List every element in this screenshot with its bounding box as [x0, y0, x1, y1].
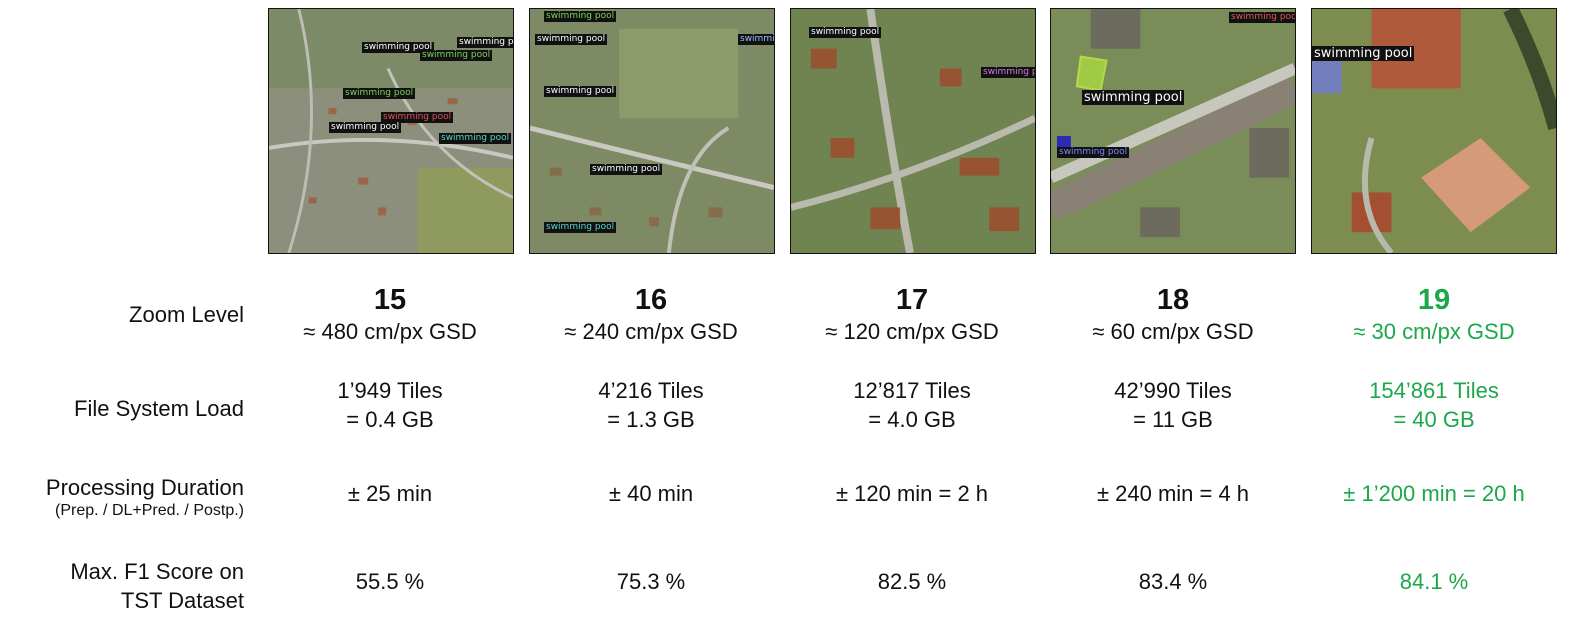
detection-label: swimming pool [981, 67, 1035, 78]
f1-score-value: 75.3 % [616, 569, 686, 594]
column-zoom-16: 16 ≈ 240 cm/px GSD 4’216 Tiles = 1.3 GB … [521, 283, 781, 596]
detection-label: swimming pool [1312, 46, 1415, 61]
detection-label: swimming pool [381, 112, 454, 123]
aerial-tile-zoom-19: swimming pool [1311, 8, 1557, 254]
detection-label: swimming pool [1057, 147, 1130, 158]
f1-score-label-line2: TST Dataset [120, 588, 244, 613]
processing-duration-value: ± 40 min [608, 481, 694, 506]
gsd-value: ≈ 240 cm/px GSD [564, 319, 738, 344]
detection-label: swimming pool [439, 133, 512, 144]
tiles-count: 12’817 Tiles [853, 378, 971, 403]
f1-score-value: 83.4 % [1138, 569, 1208, 594]
aerial-image-zoom-17 [791, 9, 1035, 253]
row-label-zoom-level: Zoom Level [129, 302, 244, 327]
processing-duration-value: ± 1’200 min = 20 h [1343, 481, 1525, 506]
tiles-count: 42’990 Tiles [1114, 378, 1232, 403]
detection-label: swimming pool [535, 34, 608, 45]
f1-score-value: 55.5 % [355, 569, 425, 594]
storage-size: = 0.4 GB [346, 407, 434, 432]
storage-size: = 11 GB [1133, 407, 1213, 432]
zoom-level-value: 16 [634, 284, 668, 316]
storage-size: = 40 GB [1393, 407, 1475, 432]
row-label-f1-score: Max. F1 Score on TST Dataset [70, 557, 244, 615]
zoom-level-value: 18 [1156, 284, 1190, 316]
gsd-value: ≈ 480 cm/px GSD [303, 319, 477, 344]
column-zoom-15: 15 ≈ 480 cm/px GSD 1’949 Tiles = 0.4 GB … [260, 283, 520, 596]
column-zoom-18: 18 ≈ 60 cm/px GSD 42’990 Tiles = 11 GB ±… [1043, 283, 1303, 596]
detection-label: swimming pool [420, 50, 493, 61]
f1-score-label-line1: Max. F1 Score on [70, 559, 244, 584]
detection-label: swimming pool [544, 222, 617, 233]
detection-label: swimming pool [457, 37, 513, 48]
zoom-level-value: 17 [895, 284, 929, 316]
zoom-level-value: 15 [373, 284, 407, 316]
tiles-count: 1’949 Tiles [337, 378, 443, 403]
gsd-value: ≈ 60 cm/px GSD [1092, 319, 1254, 344]
detection-label: swimming pool [329, 122, 402, 133]
processing-duration-value: ± 120 min = 2 h [835, 481, 989, 506]
processing-duration-value: ± 25 min [347, 481, 433, 506]
aerial-tile-zoom-16: swimming pool swimming pool swimming poo… [529, 8, 775, 254]
detection-label: swimming pool [738, 34, 774, 45]
row-label-processing-duration: Processing Duration (Prep. / DL+Pred. / … [46, 473, 244, 520]
f1-score-value: 84.1 % [1399, 569, 1469, 594]
processing-duration-value: ± 240 min = 4 h [1096, 481, 1250, 506]
zoom-level-value: 19 [1417, 284, 1451, 316]
tiles-count: 154’861 Tiles [1369, 378, 1499, 403]
processing-duration-sublabel: (Prep. / DL+Pred. / Postp.) [55, 502, 244, 519]
detection-label: swimming pool [544, 86, 617, 97]
column-zoom-19-highlighted: 19 ≈ 30 cm/px GSD 154’861 Tiles = 40 GB … [1304, 283, 1564, 596]
processing-duration-label: Processing Duration [45, 475, 244, 500]
f1-score-value: 82.5 % [877, 569, 947, 594]
detection-label: swimming pool [362, 42, 435, 53]
aerial-image-zoom-16 [530, 9, 774, 253]
detection-label: swimming pool [1229, 12, 1295, 23]
column-zoom-17: 17 ≈ 120 cm/px GSD 12’817 Tiles = 4.0 GB… [782, 283, 1042, 596]
aerial-tile-zoom-18: swimming pool swimming pool swimming poo… [1050, 8, 1296, 254]
row-label-file-system-load: File System Load [74, 396, 244, 421]
aerial-image-zoom-18 [1051, 9, 1295, 253]
detection-label: swimming pool [343, 88, 416, 99]
detection-label: swimming pool [809, 27, 882, 38]
storage-size: = 4.0 GB [868, 407, 956, 432]
gsd-value: ≈ 30 cm/px GSD [1353, 319, 1515, 344]
tiles-count: 4’216 Tiles [598, 378, 704, 403]
detection-label: swimming pool [544, 11, 617, 22]
storage-size: = 1.3 GB [607, 407, 695, 432]
aerial-tile-zoom-17: swimming pool swimming pool [790, 8, 1036, 254]
aerial-tile-zoom-15: swimming pool swimming pool swimming poo… [268, 8, 514, 254]
detection-label: swimming pool [590, 164, 663, 175]
detection-label: swimming pool [1082, 90, 1185, 105]
gsd-value: ≈ 120 cm/px GSD [825, 319, 999, 344]
